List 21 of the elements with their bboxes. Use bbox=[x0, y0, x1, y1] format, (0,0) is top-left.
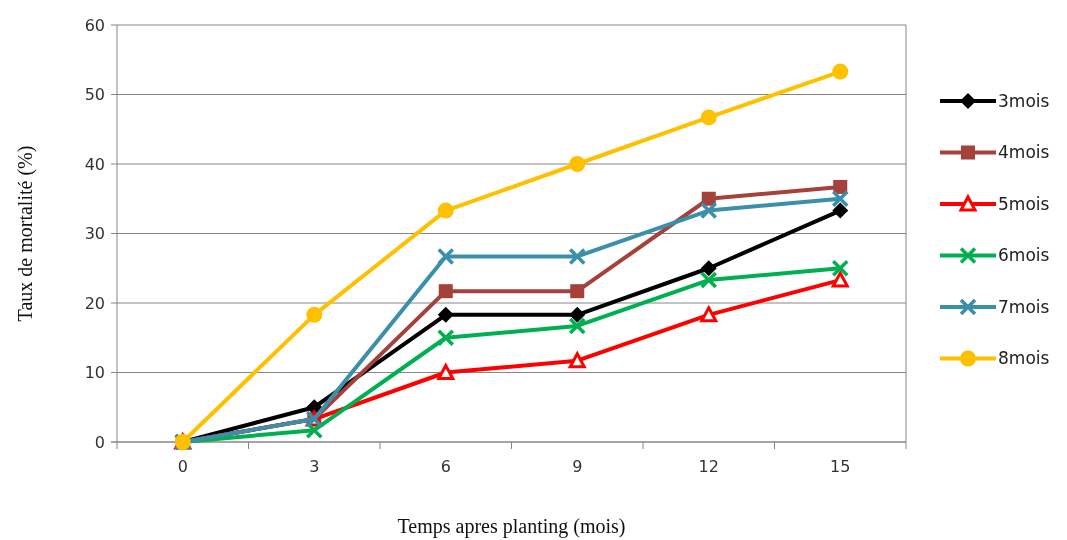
y-tick-label: 50 bbox=[84, 85, 105, 105]
x-tick-label: 15 bbox=[830, 457, 851, 476]
x-tick-label: 9 bbox=[572, 457, 583, 476]
x-axis-title: Temps apres planting (mois) bbox=[397, 515, 626, 538]
x-tick-label: 6 bbox=[440, 457, 451, 476]
legend-label: 3mois bbox=[998, 90, 1050, 111]
y-tick-label: 60 bbox=[84, 15, 105, 35]
y-tick-label: 20 bbox=[84, 293, 105, 313]
y-axis-title: Taux de mortalité (%) bbox=[14, 145, 37, 322]
y-tick-label: 30 bbox=[84, 224, 105, 244]
legend-label: 7mois bbox=[998, 296, 1050, 317]
legend-label: 5mois bbox=[998, 193, 1050, 214]
x-tick-label: 3 bbox=[309, 457, 320, 476]
legend-label: 8mois bbox=[998, 348, 1050, 369]
x-tick-label: 12 bbox=[698, 457, 719, 476]
y-tick-label: 10 bbox=[84, 363, 105, 383]
legend-label: 4mois bbox=[998, 142, 1050, 163]
legend-label: 6mois bbox=[998, 245, 1050, 266]
x-tick-label: 0 bbox=[177, 457, 188, 476]
y-tick-label: 0 bbox=[94, 432, 105, 452]
y-tick-label: 40 bbox=[84, 154, 105, 174]
